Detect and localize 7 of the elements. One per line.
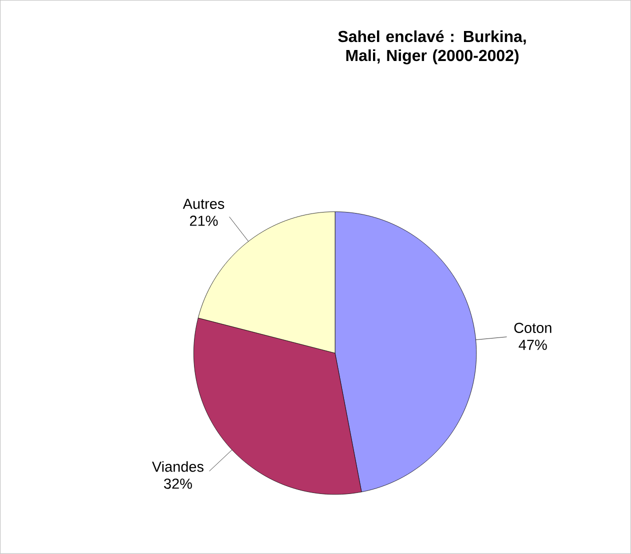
data-label: 47% xyxy=(518,340,547,350)
slice-label: Coton xyxy=(514,322,552,334)
slice-label: Viandes xyxy=(152,461,204,472)
slice-label: Autres xyxy=(182,198,224,210)
data-label: 32% xyxy=(164,478,192,489)
chart-title: Sahel enclavé : Burkina, Mali, Niger (2000-2002) xyxy=(338,30,526,64)
data-label: 21% xyxy=(190,216,218,226)
